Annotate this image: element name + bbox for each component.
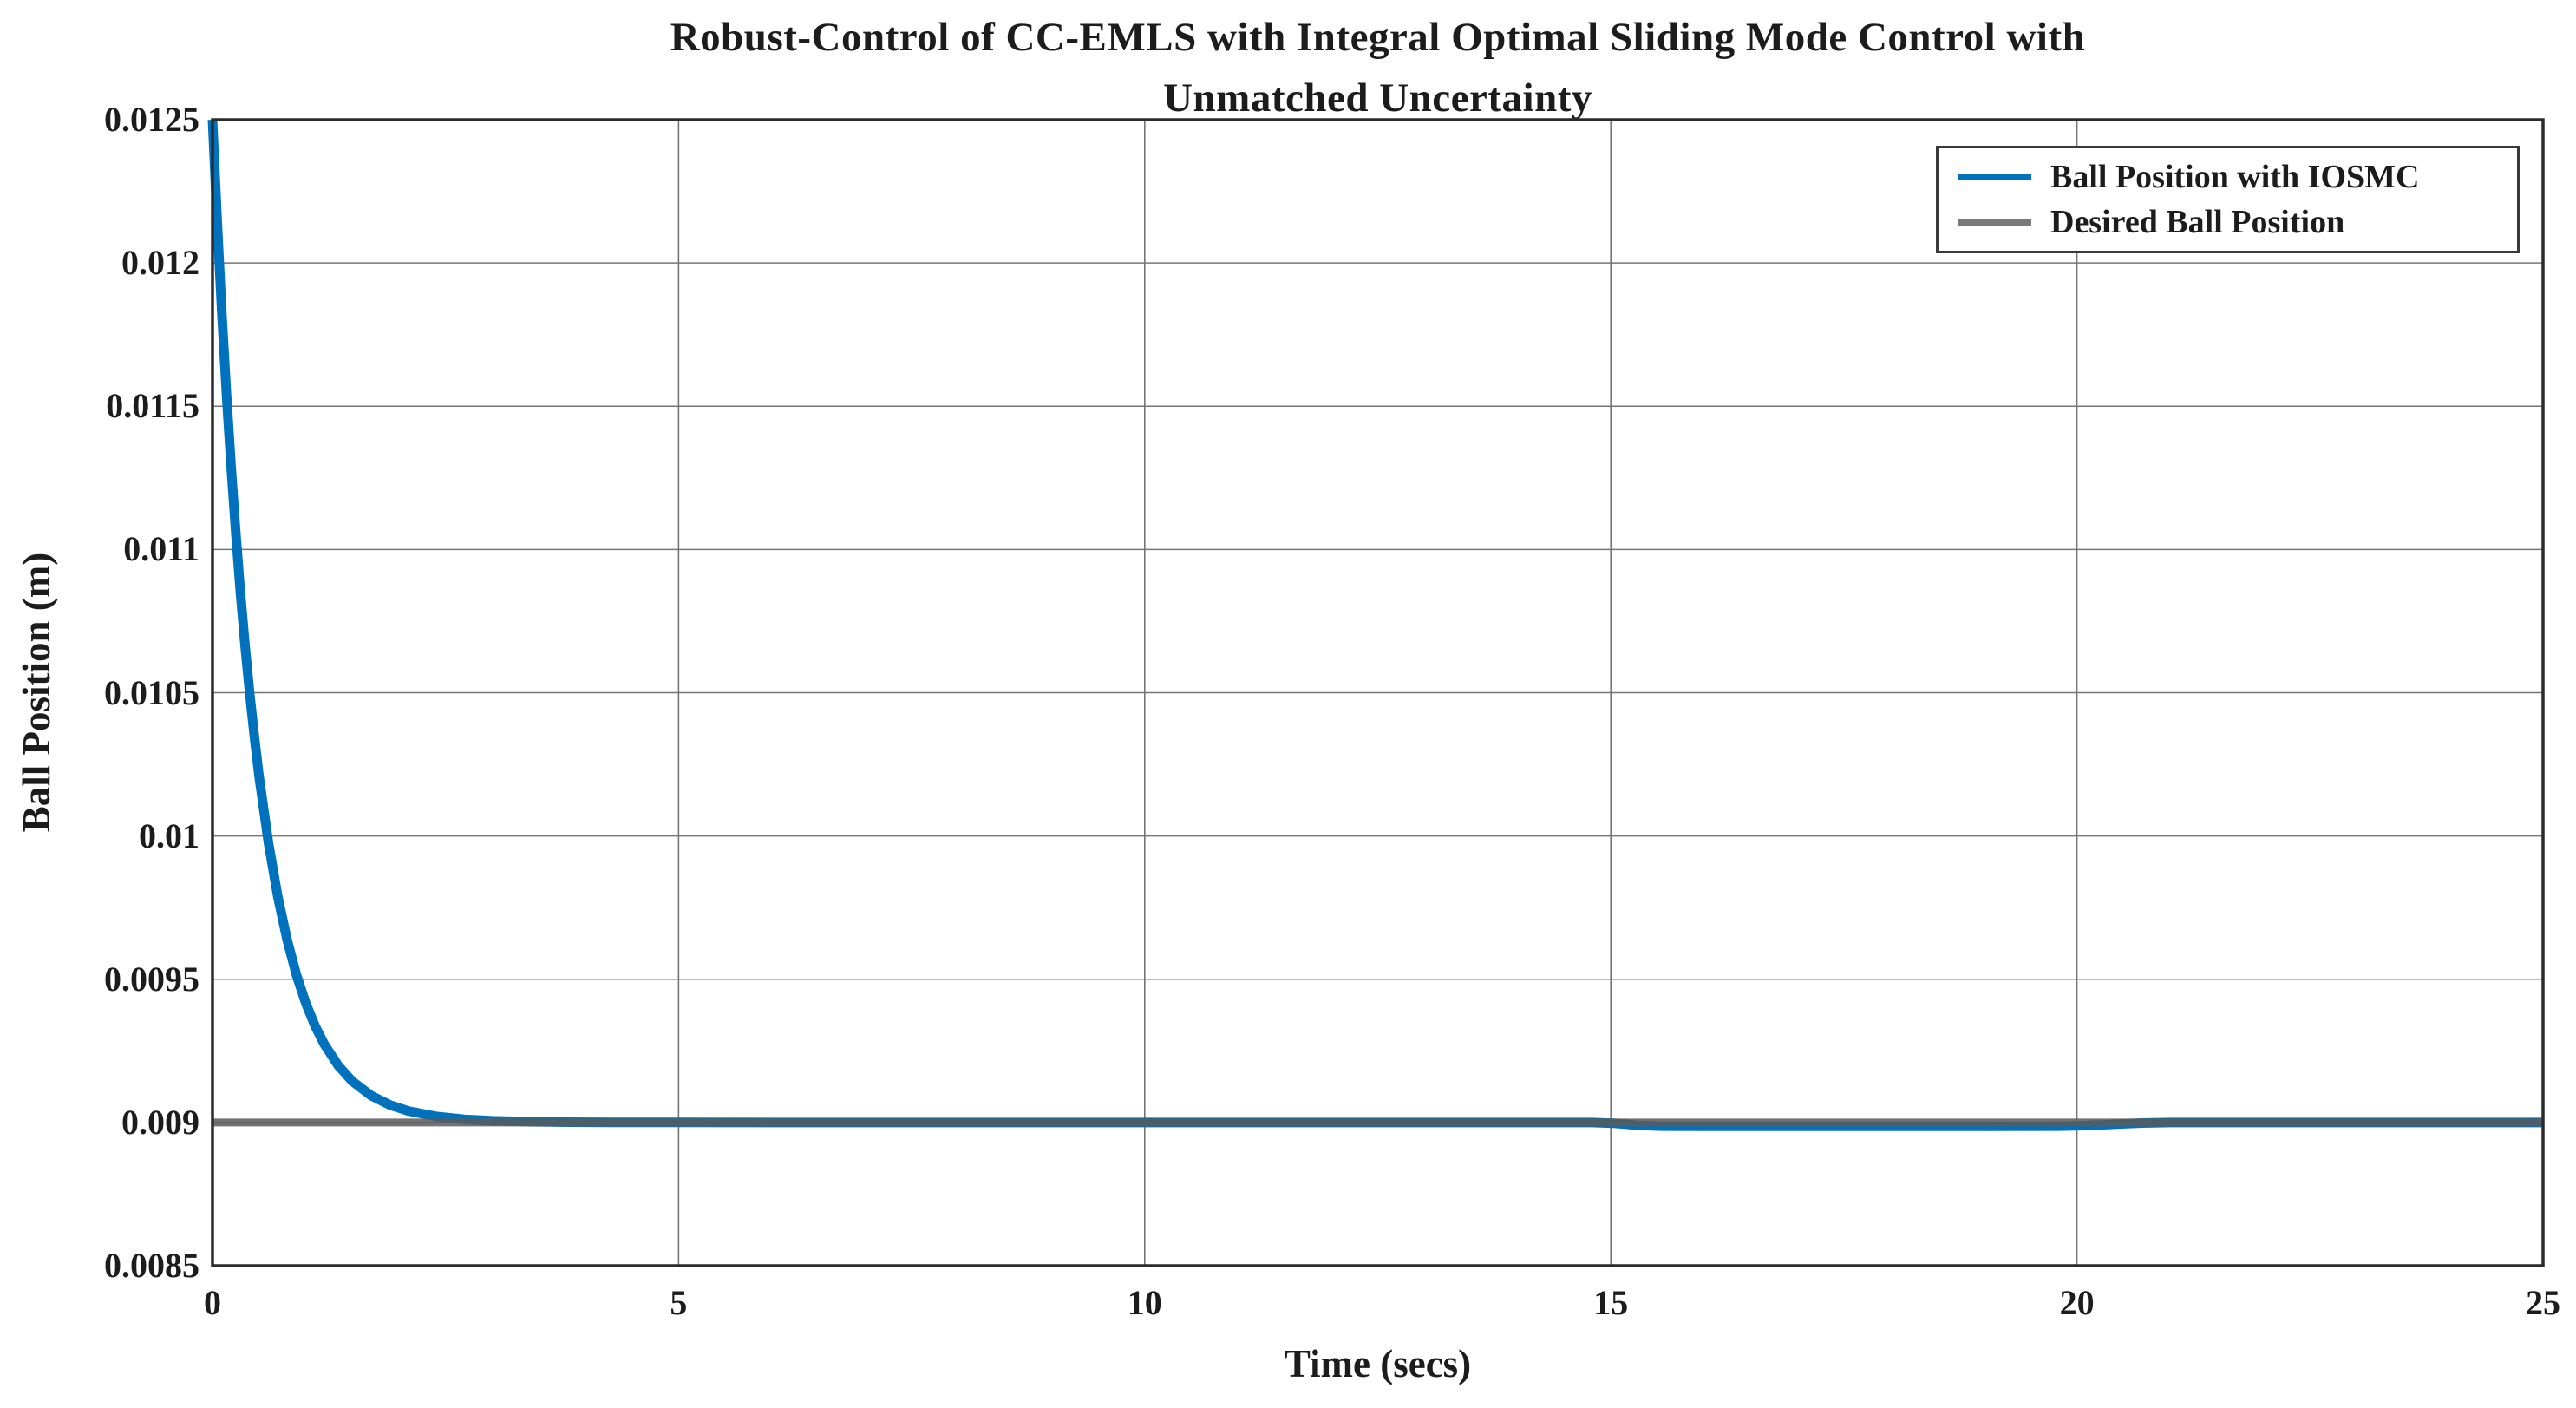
y-tick-label: 0.012 — [121, 243, 199, 283]
legend-item-iosmc: Ball Position with IOSMC — [1958, 158, 2510, 196]
y-tick-label: 0.0085 — [104, 1246, 199, 1285]
y-tick-label: 0.0105 — [104, 672, 199, 712]
x-tick-label: 25 — [2526, 1283, 2560, 1322]
x-tick-label: 20 — [2059, 1283, 2095, 1322]
y-tick-label: 0.011 — [123, 529, 199, 569]
y-tick-label: 0.0115 — [106, 386, 199, 426]
x-tick-label: 5 — [670, 1283, 688, 1322]
y-tick-label: 0.009 — [121, 1102, 199, 1142]
legend-gray-line-sample — [1958, 219, 2031, 226]
legend: Ball Position with IOSMC Desired Ball Po… — [1936, 146, 2520, 253]
chart-title-line1: Robust-Control of CC-EMLS with Integral … — [670, 15, 2086, 60]
chart-title: Robust-Control of CC-EMLS with Integral … — [212, 7, 2543, 128]
x-tick-label: 15 — [1593, 1283, 1629, 1322]
legend-item-desired: Desired Ball Position — [1958, 203, 2510, 241]
x-tick-label: 0 — [204, 1283, 221, 1322]
y-tick-label: 0.0125 — [104, 100, 199, 139]
chart-title-line2: Unmatched Uncertainty — [1163, 75, 1592, 121]
legend-blue-line-sample — [1958, 173, 2031, 180]
axes-box — [211, 118, 2545, 1267]
x-tick-label: 10 — [1127, 1283, 1162, 1322]
y-tick-label: 0.01 — [139, 815, 199, 855]
y-tick-label: 0.0095 — [104, 959, 199, 999]
x-axis-label: Time (secs) — [1284, 1342, 1472, 1385]
legend-label-iosmc: Ball Position with IOSMC — [2050, 158, 2420, 195]
legend-label-desired: Desired Ball Position — [2050, 204, 2345, 241]
series-ball-position-iosmc — [207, 119, 2543, 1131]
plot-area — [207, 118, 2545, 1267]
